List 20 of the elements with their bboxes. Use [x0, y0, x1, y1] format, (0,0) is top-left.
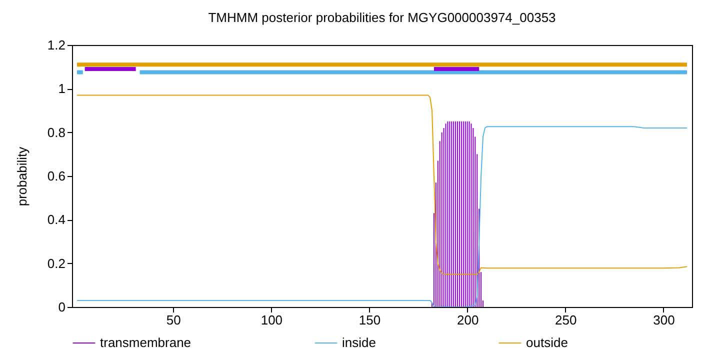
- y-tick-label: 0.2: [47, 256, 66, 271]
- y-tick-label: 1.2: [47, 38, 66, 52]
- y-tick-label: 0: [58, 300, 66, 314]
- x-tick-label: 300: [653, 312, 675, 328]
- line-series: [76, 94, 688, 275]
- chart-title: TMHMM posterior probabilities for MGYG000003974_00353: [208, 10, 556, 25]
- y-tick-label: 1: [58, 81, 66, 96]
- legend-label: outside: [526, 335, 568, 350]
- legend-label: transmembrane: [100, 335, 192, 350]
- y-tick-label: 0.6: [47, 168, 66, 184]
- legend-label: inside: [342, 335, 376, 350]
- x-tick-label: 150: [358, 312, 381, 328]
- y-tick-label: 0.8: [47, 124, 66, 140]
- x-tick-label: 100: [260, 312, 283, 328]
- x-tick-label: 200: [456, 312, 479, 328]
- y-axis-title: probability: [14, 146, 30, 206]
- x-tick-label: 250: [555, 312, 577, 328]
- x-tick-label: 50: [166, 312, 181, 328]
- line-series: [76, 126, 688, 307]
- y-tick-label: 0.4: [47, 212, 66, 228]
